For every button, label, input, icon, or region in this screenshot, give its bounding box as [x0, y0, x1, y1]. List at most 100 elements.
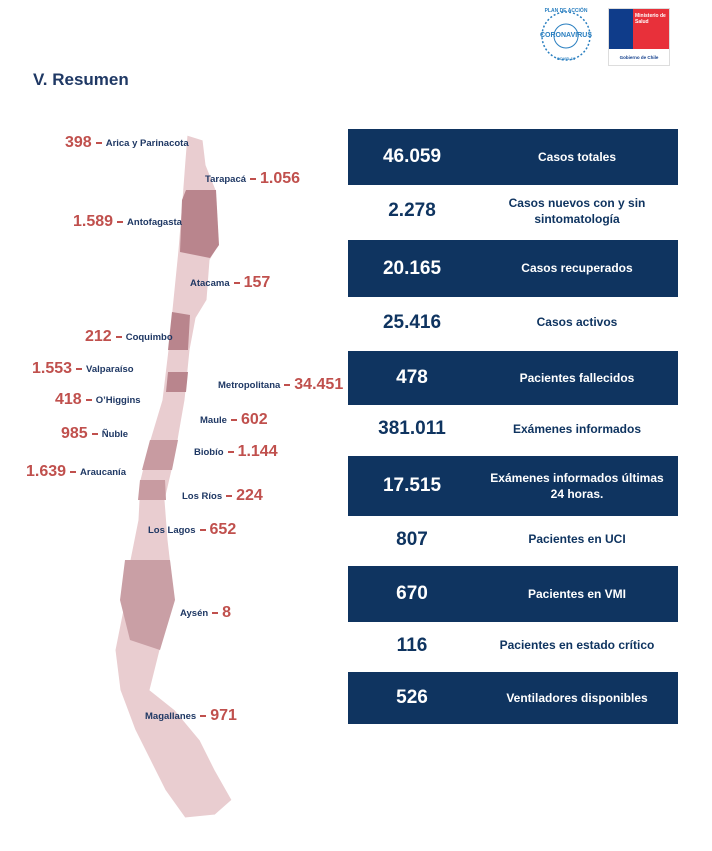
- summary-row: 20.165 Casos recuperados: [348, 240, 678, 297]
- region-name: Biobío: [194, 446, 224, 458]
- region-value: 652: [209, 521, 237, 538]
- region-name: Metropolitana: [218, 379, 281, 391]
- region-value: 398: [65, 134, 92, 151]
- summary-value: 381.011: [378, 418, 446, 439]
- region-name: Tarapacá: [205, 173, 247, 185]
- region-label: Los Lagos 652: [148, 521, 236, 539]
- government-name: Gobierno de Chile: [619, 55, 659, 60]
- region-label: Tarapacá 1.056: [205, 170, 300, 188]
- title: V. Resumen: [33, 70, 129, 89]
- region-label: Metropolitana 34.451: [218, 376, 343, 394]
- region-shape: [120, 560, 175, 650]
- summary-row: 2.278 Casos nuevos con y sin sintomatolog…: [348, 185, 678, 237]
- summary-label: Pacientes en estado crítico: [499, 638, 655, 653]
- summary-label: Pacientes en UCI: [528, 532, 626, 547]
- region-label: Atacama 157: [190, 274, 270, 292]
- region-label: Magallanes 971: [145, 707, 237, 725]
- region-value: 1.639: [26, 463, 67, 480]
- region-label: 985 Ñuble: [61, 425, 128, 443]
- region-name: Magallanes: [145, 710, 197, 722]
- region-name: Aysén: [180, 607, 209, 619]
- region-name: Ñuble: [101, 428, 129, 440]
- summary-value: 116: [396, 634, 428, 656]
- dash: [76, 368, 83, 370]
- region-label: Maule 602: [200, 411, 268, 429]
- summary-value: 670: [396, 583, 428, 604]
- region-label: Biobío 1.144: [194, 443, 278, 461]
- summary-row: 381.011 Exámenes informados: [348, 405, 678, 453]
- region-label: 418 O’Higgins: [55, 391, 141, 409]
- region-label: 212 Coquimbo: [85, 328, 173, 346]
- summary-label: Casos activos: [536, 315, 618, 330]
- dash: [70, 471, 77, 473]
- region-name: Arica y Parinacota: [105, 137, 189, 149]
- region-shape: [166, 312, 190, 392]
- logo-plan: PLAN DE ACCIÓN: [544, 8, 588, 14]
- map-outline: [114, 134, 233, 819]
- ministry-logo: Ministerio de Salud Gobierno de Chile: [608, 8, 670, 66]
- ministry-name: Ministerio de Salud: [635, 13, 666, 25]
- region-value: 34.451: [294, 376, 344, 393]
- dash: [227, 451, 234, 453]
- region-label: Los Ríos 224: [182, 487, 263, 505]
- summary-value: 478: [396, 367, 428, 388]
- summary-label: Casos nuevos con y sin sintomatología: [508, 195, 646, 226]
- region-value: 157: [243, 274, 271, 291]
- summary-label: Pacientes fallecidos: [519, 370, 635, 385]
- region-value: 1.056: [260, 170, 301, 187]
- plan-logo: PLAN DE ACCIÓN CORONAVIRUS COVID-19: [536, 6, 596, 66]
- summary-value: 17.515: [382, 475, 442, 496]
- region-label: 1.553 Valparaíso: [32, 360, 134, 378]
- region-value: 212: [85, 328, 112, 345]
- region-value: 1.589: [73, 213, 114, 230]
- summary-row: 17.515 Exámenes informados últimas 24 hor…: [348, 456, 678, 516]
- summary-row: 526 Ventiladores disponibles: [348, 672, 678, 724]
- summary-value: 807: [396, 528, 428, 550]
- summary-value: 46.059: [382, 146, 442, 167]
- dash: [233, 282, 240, 284]
- region-name: Atacama: [190, 277, 230, 289]
- region-label: 398 Arica y Parinacota: [65, 134, 189, 152]
- dash: [95, 142, 102, 144]
- summary-label: Exámenes informados últimas 24 horas.: [490, 470, 664, 501]
- region-name: Maule: [200, 414, 227, 426]
- dash: [226, 495, 233, 497]
- region-shape: [180, 190, 219, 258]
- summary-value: 25.416: [382, 311, 442, 333]
- region-value: 1.553: [32, 360, 73, 377]
- summary-row: 46.059 Casos totales: [348, 129, 678, 185]
- logo-covid: COVID-19: [556, 56, 576, 61]
- summary-value: 2.278: [388, 200, 436, 221]
- region-value: 224: [236, 487, 263, 504]
- summary-label: Ventiladores disponibles: [506, 690, 648, 705]
- plan-logo-icon: [541, 11, 591, 61]
- dash: [199, 529, 206, 531]
- summary-row: 670 Pacientes en VMI: [348, 566, 678, 622]
- dash: [91, 433, 98, 435]
- region-name: Coquimbo: [125, 331, 173, 343]
- dash: [250, 178, 257, 180]
- summary-row: 25.416 Casos activos: [348, 297, 678, 348]
- region-value: 985: [61, 425, 88, 442]
- dash: [85, 399, 92, 401]
- region-name: O’Higgins: [95, 394, 141, 406]
- region-label: 1.639 Araucanía: [26, 463, 126, 481]
- summary-label: Casos totales: [537, 149, 617, 164]
- summary-label: Exámenes informados: [512, 421, 642, 436]
- region-name: Los Lagos: [148, 524, 196, 536]
- region-value: 602: [240, 411, 268, 428]
- region-value: 1.144: [237, 443, 278, 460]
- region-name: Antofagasta: [127, 216, 182, 228]
- dash: [284, 384, 291, 386]
- summary-value: 526: [396, 687, 428, 708]
- summary-row: 116 Pacientes en estado crítico: [348, 622, 678, 669]
- dash: [200, 715, 207, 717]
- summary-row: 807 Pacientes en UCI: [348, 516, 678, 563]
- summary-label: Pacientes en VMI: [527, 586, 627, 601]
- dash: [230, 419, 237, 421]
- region-label: 1.589 Antofagasta: [73, 213, 182, 231]
- region-shape: [138, 440, 178, 500]
- region-value: 8: [222, 604, 232, 621]
